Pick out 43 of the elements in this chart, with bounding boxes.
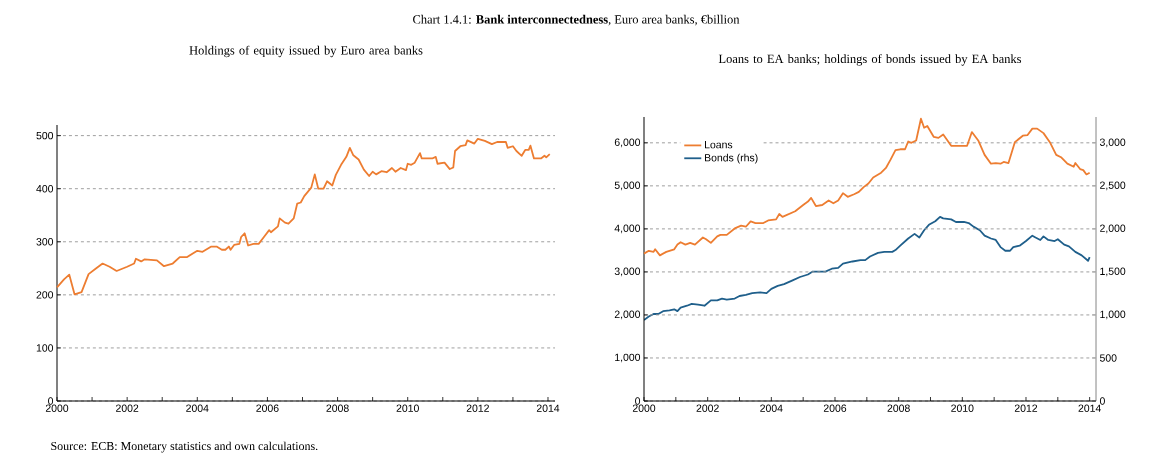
x-tick-label: 2004 (760, 404, 783, 412)
legend-label: Bonds (rhs) (705, 153, 758, 164)
y-tick-label: 5,000 (614, 181, 641, 191)
y2-tick-label: 1,000 (1100, 310, 1126, 320)
y2-tick-label: 3,000 (1099, 138, 1126, 148)
y-tick-label: 6,000 (614, 138, 641, 148)
x-tick-label: 2004 (186, 404, 209, 412)
legend-label: Loans (705, 141, 733, 149)
x-tick-label: 2014 (1078, 404, 1101, 412)
y2-tick-label: 2,000 (1100, 224, 1126, 234)
x-tick-label: 2000 (45, 404, 69, 412)
y-tick-label: 300 (36, 238, 54, 246)
y2-tick-label: 1,500 (1100, 267, 1126, 277)
x-tick-label: 2010 (951, 404, 974, 412)
x-tick-label: 2000 (632, 404, 656, 412)
chart-subtitle: Holdings of equity issued by Euro area banks (189, 45, 423, 58)
x-tick-label: 2002 (696, 404, 719, 412)
y-tick-label: 400 (36, 185, 54, 193)
x-tick-label: 2006 (823, 404, 847, 412)
y2-tick-label: 0 (1099, 397, 1105, 405)
x-tick-label: 2014 (536, 404, 560, 412)
y-tick-label: 100 (36, 344, 54, 352)
x-tick-label: 2008 (326, 404, 349, 412)
y-tick-label: 500 (36, 131, 54, 140)
x-tick-label: 2012 (1014, 404, 1038, 412)
y-tick-label: 1,000 (615, 353, 641, 363)
x-tick-label: 2010 (396, 404, 419, 412)
y-tick-label: 2,000 (614, 310, 641, 320)
x-tick-label: 2008 (887, 404, 910, 412)
chart-title: Loans to EA banks; holdings of bonds issued by EA banks (718, 54, 1022, 66)
line-series (56, 137, 551, 296)
y2-tick-label: 2,500 (1100, 181, 1126, 191)
source-note: Source: ECB: Monetary statistics and own calculations. (51, 441, 318, 453)
y-tick-label: 4,000 (614, 224, 641, 234)
chart-title: Chart 1.4.1: Bank interconnectedness, Euro area banks, €billion (413, 14, 740, 26)
x-tick-label: 2002 (116, 404, 139, 412)
x-tick-label: 2006 (256, 404, 279, 412)
y-tick-label: 0 (635, 397, 641, 405)
y-tick-label: 3,000 (614, 267, 641, 277)
x-tick-label: 2012 (466, 404, 489, 412)
y-tick-label: 0 (48, 397, 54, 405)
y-tick-label: 200 (36, 291, 54, 299)
y2-tick-label: 500 (1099, 354, 1117, 362)
